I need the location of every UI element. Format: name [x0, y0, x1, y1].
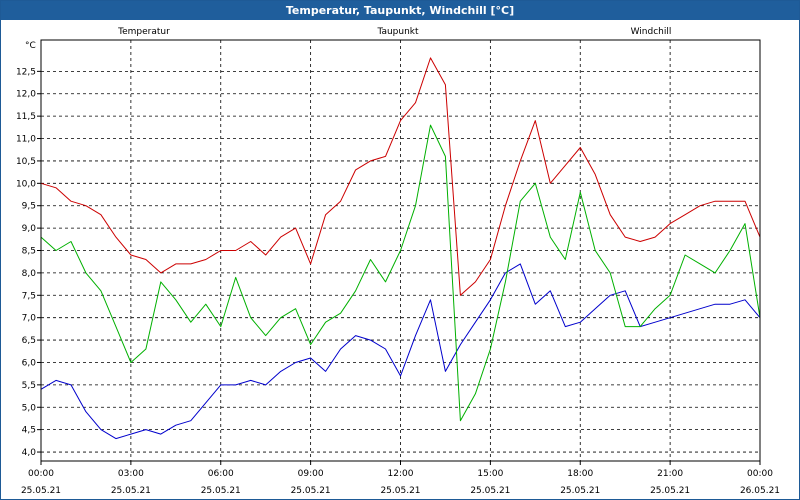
y-tick-label: 9,0 [22, 224, 37, 234]
x-tick-time: 18:00 [567, 469, 593, 479]
x-tick-date: 25.05.21 [291, 486, 331, 496]
legend-entry-temperatur: Temperatur [117, 27, 170, 37]
y-tick-label: 5,0 [22, 403, 37, 413]
y-tick-label: 12,5 [16, 67, 36, 77]
y-tick-label: 12,0 [16, 90, 36, 100]
grid-lines [37, 40, 761, 465]
y-tick-label: 8,5 [22, 247, 36, 257]
y-tick-label: 7,0 [22, 314, 37, 324]
series-line-temperatur [40, 57, 761, 296]
x-tick-date: 25.05.21 [21, 486, 61, 496]
x-tick-date: 25.05.21 [111, 486, 151, 496]
y-tick-label: 4,5 [22, 426, 36, 436]
x-tick-date: 26.05.21 [740, 486, 780, 496]
y-tick-label: 10,0 [16, 179, 36, 189]
chart-title: Temperatur, Taupunkt, Windchill [°C] [1, 1, 799, 20]
y-tick-label: 4,0 [22, 448, 37, 458]
x-tick-date: 25.05.21 [470, 486, 510, 496]
x-tick-time: 09:00 [298, 469, 324, 479]
x-tick-date: 25.05.21 [560, 486, 600, 496]
x-axis-tick-labels: 00:00 25.05.21 03:00 25.05.21 06:00 25.05.21 0… [21, 469, 780, 496]
plot-area-border [40, 39, 761, 462]
y-tick-label: 11,5 [16, 112, 36, 122]
x-tick-time: 15:00 [477, 469, 503, 479]
y-tick-label: 6,0 [22, 358, 37, 368]
x-tick-time: 21:00 [657, 469, 683, 479]
y-tick-label: 10,5 [16, 157, 36, 167]
x-tick-date: 25.05.21 [380, 486, 420, 496]
x-tick-time: 12:00 [388, 469, 414, 479]
x-tick-date: 25.05.21 [201, 486, 241, 496]
legend-entry-taupunkt: Taupunkt [376, 27, 419, 37]
legend-entry-windchill: Windchill [631, 27, 672, 37]
y-tick-label: 11,0 [16, 135, 36, 145]
x-tick-time: 00:00 [747, 469, 773, 479]
y-tick-label: 7,5 [22, 291, 36, 301]
x-tick-time: 06:00 [208, 469, 234, 479]
legend: Temperatur Taupunkt Windchill [117, 27, 671, 37]
x-tick-date: 25.05.21 [650, 486, 690, 496]
x-tick-time: 03:00 [118, 469, 144, 479]
series-lines [40, 57, 761, 440]
x-tick-time: 00:00 [28, 469, 54, 479]
y-axis-tick-labels: 4,0 4,5 5,0 5,5 6,0 6,5 7,0 7,5 8,0 8,5 9,0 9,5 10,0… [16, 67, 36, 458]
y-tick-label: 9,5 [22, 202, 36, 212]
y-tick-label: 8,0 [22, 269, 37, 279]
y-tick-label: 5,5 [22, 381, 36, 391]
y-tick-label: 6,5 [22, 336, 36, 346]
series-line-windchill [40, 124, 761, 422]
y-axis-label: °C [25, 41, 36, 51]
